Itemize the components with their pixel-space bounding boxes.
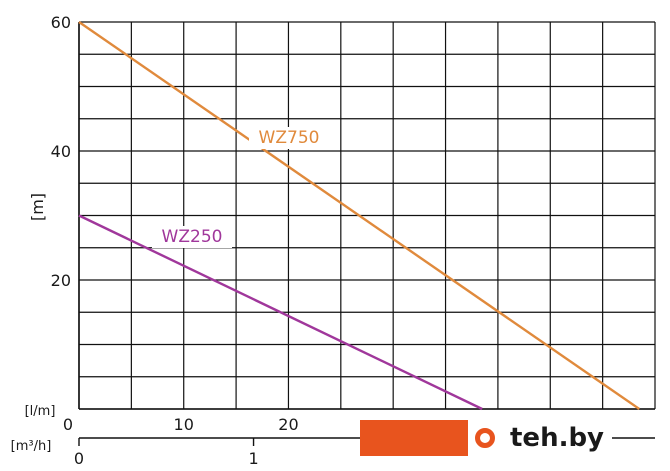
- x-axis-1-tick-label: 20: [278, 415, 298, 434]
- watermark-text: teh.by: [502, 420, 613, 456]
- series-label-wz750: WZ750: [259, 128, 320, 148]
- logo-ring-icon: [468, 420, 502, 456]
- x-axis-1-unit-label: [l/m]: [25, 404, 56, 419]
- series-label-bg: [249, 127, 329, 149]
- y-tick-label: 20: [51, 271, 71, 290]
- chart-series: [78, 21, 640, 411]
- series-label-bg: [152, 226, 232, 248]
- y-axis-label: [m]: [28, 193, 47, 221]
- y-tick-label: 60: [51, 13, 71, 32]
- series-line-wz750: [78, 21, 640, 410]
- x-axis-2-tick-label: 0: [74, 449, 84, 468]
- x-axis-2-unit-label: [m³/h]: [11, 439, 52, 454]
- logo-color-block: [360, 420, 468, 456]
- series-label-wz250: WZ250: [162, 227, 223, 247]
- chart-labels: 20 40 60 [m] [l/m] 0 10 20 [m³/h] 0 1 WZ750 WZ250: [11, 13, 329, 468]
- x-axis-2-tick-label: 1: [248, 449, 258, 468]
- chart-grid: [78, 21, 656, 410]
- x-axis-1-tick-label: 0: [63, 415, 73, 434]
- y-tick-label: 40: [51, 142, 71, 161]
- x-axis-1-tick-label: 10: [174, 415, 194, 434]
- series-line-wz250: [78, 214, 483, 411]
- watermark-logo: teh.by: [360, 420, 660, 456]
